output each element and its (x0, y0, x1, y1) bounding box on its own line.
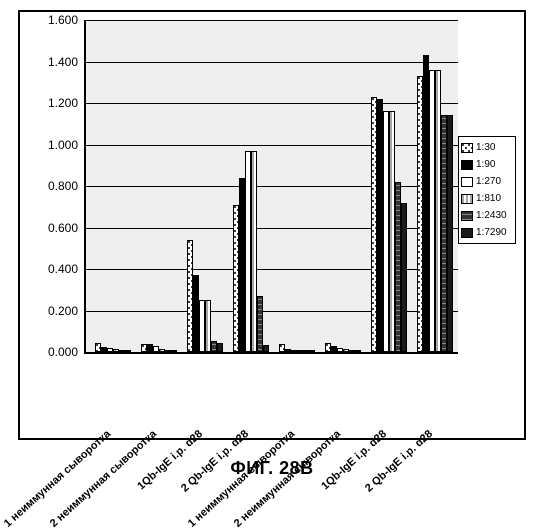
bar-group (93, 20, 133, 352)
legend-item: 1:90 (461, 156, 513, 173)
bar (401, 203, 407, 352)
legend-swatch (461, 211, 473, 221)
y-tick-label: 1.200 (48, 96, 84, 110)
bar-group (277, 20, 317, 352)
legend-swatch (461, 143, 473, 153)
y-tick-label: 0.000 (48, 345, 84, 359)
bar-group (323, 20, 363, 352)
legend: 1:30 1:90 1:270 1:810 1:2430 1:7290 (458, 136, 516, 244)
plot-bg (84, 20, 458, 354)
y-tick-label: 0.400 (48, 262, 84, 276)
y-tick-label: 0.600 (48, 221, 84, 235)
legend-label: 1:30 (476, 142, 495, 153)
bar (309, 350, 315, 352)
bar (355, 350, 361, 352)
figure-caption: ФИГ. 28B (0, 458, 544, 479)
legend-item: 1:30 (461, 139, 513, 156)
y-tick-label: 1.000 (48, 138, 84, 152)
legend-item: 1:270 (461, 173, 513, 190)
legend-swatch (461, 194, 473, 204)
bar (447, 115, 453, 352)
y-tick-label: 0.200 (48, 304, 84, 318)
y-tick-label: 1.600 (48, 13, 84, 27)
y-tick-label: 1.400 (48, 55, 84, 69)
legend-item: 1:7290 (461, 224, 513, 241)
legend-label: 1:90 (476, 159, 495, 170)
legend-label: 1:2430 (476, 210, 507, 221)
legend-swatch (461, 160, 473, 170)
legend-item: 1:2430 (461, 207, 513, 224)
legend-label: 1:810 (476, 193, 501, 204)
legend-swatch (461, 228, 473, 238)
chart-frame: 0.000 0.200 0.400 0.600 0.800 1.000 1.200 1.400… (18, 10, 526, 440)
bar (125, 350, 131, 352)
bar-group (185, 20, 225, 352)
plot-area: 0.0000.2000.4000.6000.8001.0001.2001.400… (84, 20, 456, 352)
bar (217, 343, 223, 352)
legend-label: 1:270 (476, 176, 501, 187)
bar-group (231, 20, 271, 352)
bar (263, 345, 269, 352)
bar-container (86, 20, 458, 352)
bar-group (415, 20, 455, 352)
y-tick-label: 0.800 (48, 179, 84, 193)
legend-item: 1:810 (461, 190, 513, 207)
bar-group (139, 20, 179, 352)
legend-swatch (461, 177, 473, 187)
bar-group (369, 20, 409, 352)
x-axis-labels: 1 неиммунная сыворотка2 неиммунная сывор… (84, 356, 456, 434)
legend-label: 1:7290 (476, 227, 507, 238)
bar (171, 350, 177, 352)
bar (257, 296, 263, 352)
